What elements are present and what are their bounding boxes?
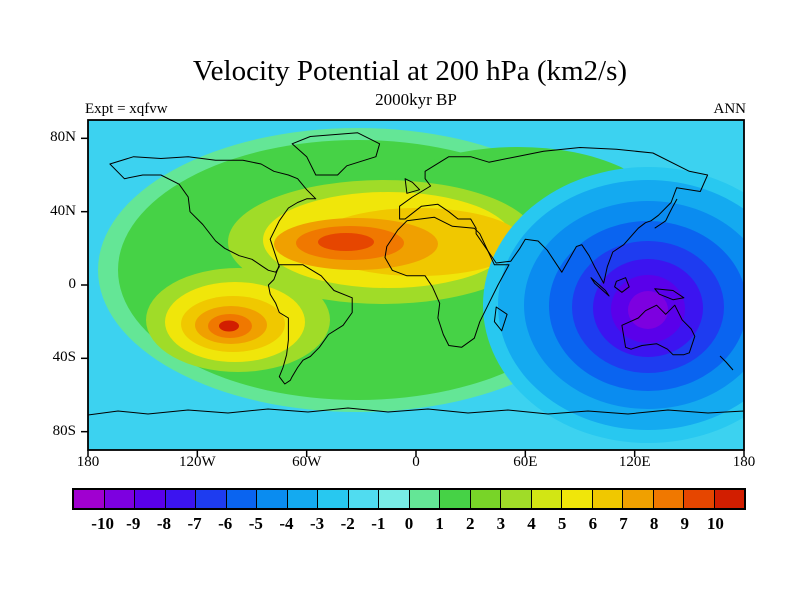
colorbar-tick-label: 3 — [496, 514, 506, 533]
coast-new-zealand — [719, 355, 734, 371]
x-tick-label: 180 — [76, 454, 100, 470]
colorbar-cell — [470, 490, 501, 508]
plot-title: Velocity Potential at 200 hPa (km2/s) — [192, 55, 628, 87]
map-area — [78, 110, 754, 462]
coast-borneo — [614, 277, 630, 293]
map-frame — [87, 119, 745, 451]
map-svg — [81, 119, 745, 457]
meta-row: Expt = xqfvw ANN — [85, 101, 746, 118]
coast-madagascar — [493, 306, 508, 332]
colorbar — [72, 488, 746, 510]
colorbar-tick-label: -1 — [371, 514, 386, 533]
season-label: ANN — [713, 101, 747, 117]
y-tick-label: 0 — [68, 275, 77, 292]
coast-new-guinea — [654, 288, 685, 301]
colorbar-tick-label: 6 — [588, 514, 598, 533]
colorbar-cell — [135, 490, 166, 508]
colorbar-tick-label: 8 — [649, 514, 659, 533]
colorbar-cell — [348, 490, 379, 508]
colorbar-tick-label: 2 — [466, 514, 475, 533]
colorbar-cell — [257, 490, 288, 508]
colorbar-tick-label: -2 — [340, 514, 355, 533]
y-tick-label: 40S — [52, 349, 76, 366]
colorbar-tick-label: -7 — [187, 514, 202, 533]
colorbar-cell — [684, 490, 715, 508]
colorbar-cell — [287, 490, 318, 508]
colorbar-tick-label: -3 — [309, 514, 325, 533]
coast-north-america — [109, 156, 317, 273]
coast-antarctica — [88, 407, 744, 450]
colorbar-cell — [623, 490, 654, 508]
colorbar-cell — [562, 490, 593, 508]
coast-eurasia — [399, 147, 709, 284]
axis-ticks — [81, 137, 745, 457]
colorbar-tick-label: -10 — [91, 514, 114, 533]
x-tick-label: 60W — [292, 454, 322, 470]
colorbar-cell — [379, 490, 410, 508]
x-tick-label: 120E — [618, 454, 651, 470]
colorbar-tick-label: -8 — [156, 514, 171, 533]
colorbar-cell — [165, 490, 196, 508]
coast-africa — [384, 216, 510, 348]
colorbar-cell — [104, 490, 135, 508]
colorbar-cell — [653, 490, 684, 508]
coast-uk — [404, 178, 421, 194]
colorbar-cell — [501, 490, 532, 508]
colorbar-tick-label: 4 — [527, 514, 536, 533]
x-tick-label: 60E — [513, 454, 538, 470]
coast-japan — [654, 198, 678, 229]
contour-fills — [88, 120, 744, 450]
x-tick-label: 180 — [732, 454, 756, 470]
coast-greenland — [291, 132, 381, 176]
colorbar-tick-label: 7 — [619, 514, 628, 533]
y-tick-label: 80S — [52, 422, 76, 439]
colorbar-cell — [409, 490, 440, 508]
colorbar-tick-label: -5 — [248, 514, 263, 533]
coast-sumatra — [590, 277, 610, 297]
colorbar-tick-label: 1 — [435, 514, 444, 533]
plot-subtitle: 2000kyr BP — [375, 90, 457, 109]
colorbar-tick-label: 10 — [706, 514, 724, 533]
colorbar-cell — [318, 490, 349, 508]
colorbar-cell — [226, 490, 257, 508]
colorbar-cell — [74, 490, 105, 508]
y-tick-label: 80N — [50, 129, 76, 146]
x-tick-label: 0 — [412, 454, 420, 470]
colorbar-cell — [714, 490, 744, 508]
coast-australia — [621, 304, 696, 356]
colorbar-tick-label: -9 — [126, 514, 141, 533]
experiment-label: Expt = xqfvw — [85, 101, 168, 117]
colorbar-tick-label: -4 — [279, 514, 294, 533]
y-tick-label: 40N — [50, 202, 76, 219]
colorbar-cell — [531, 490, 562, 508]
coastlines — [88, 132, 744, 450]
colorbar-cell — [592, 490, 623, 508]
x-tick-label: 120W — [178, 454, 216, 470]
coast-south-america — [267, 264, 353, 385]
colorbar-tick-label: -6 — [218, 514, 233, 533]
colorbar-cell — [440, 490, 471, 508]
colorbar-tick-label: 5 — [557, 514, 567, 533]
colorbar-tick-label: 9 — [680, 514, 689, 533]
colorbar-tick-label: 0 — [404, 514, 414, 533]
colorbar-cell — [196, 490, 227, 508]
